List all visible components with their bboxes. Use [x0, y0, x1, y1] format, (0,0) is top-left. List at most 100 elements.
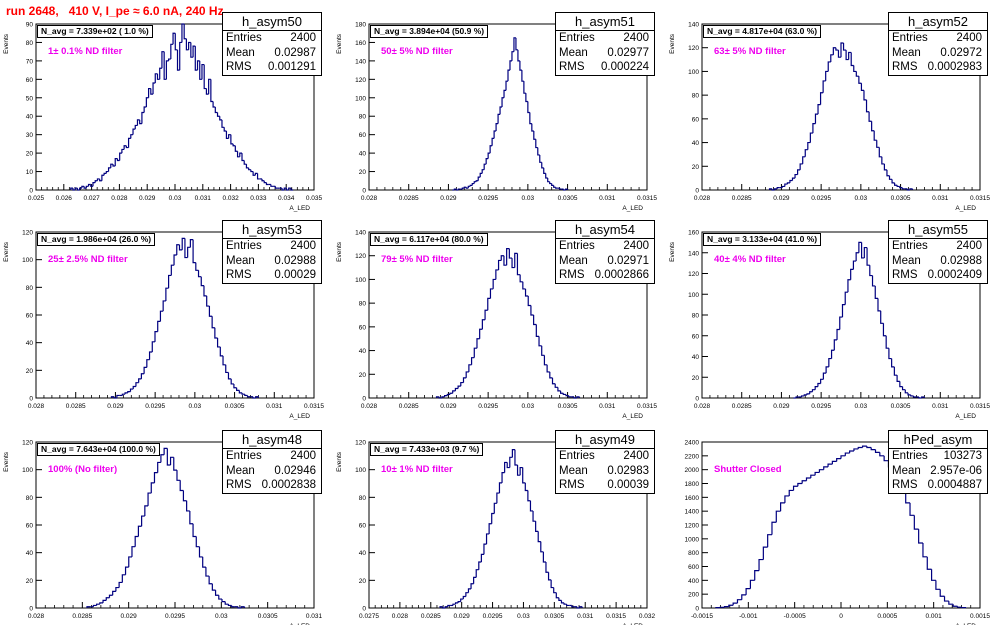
histogram-bin	[251, 170, 253, 172]
histogram-bin	[266, 183, 268, 185]
stat-label: Entries	[226, 31, 262, 46]
x-tick-label: 0.03	[855, 403, 868, 410]
histogram-bin	[911, 395, 914, 396]
histogram-bin	[141, 374, 144, 379]
y-tick-label: 10	[26, 169, 34, 176]
histogram-bin	[163, 301, 166, 311]
histogram-bin	[522, 70, 524, 81]
histogram-bin	[109, 595, 112, 598]
y-tick-label: 120	[22, 230, 33, 237]
histogram-bin	[528, 296, 531, 305]
histogram-bin	[819, 470, 823, 473]
histogram-bin	[848, 280, 851, 292]
histogram-bin	[474, 348, 477, 357]
x-tick-label: 0.03	[189, 403, 202, 410]
histogram-bin	[160, 311, 163, 321]
x-tick-label: 0.031	[577, 613, 594, 620]
histogram-bin	[175, 33, 177, 50]
histogram-bin	[894, 367, 897, 375]
histogram-bin	[136, 383, 139, 387]
navg-label: N_avg = 7.643e+04 (100.0 %)	[37, 443, 160, 456]
histogram-bin	[144, 367, 147, 373]
stat-value: 2.957e-06	[930, 464, 982, 479]
histogram-bin	[223, 356, 226, 365]
y-tick-label: 120	[688, 45, 699, 52]
histogram-bin	[821, 379, 824, 383]
histogram-bin	[802, 481, 806, 484]
histogram-bin	[867, 446, 871, 447]
y-tick-label: 100	[22, 257, 33, 264]
stat-label: RMS	[559, 478, 585, 493]
histogram-bin	[187, 501, 190, 511]
y-tick-label: 20	[359, 372, 367, 379]
y-tick-label: 160	[688, 230, 699, 237]
histogram-bin	[556, 187, 558, 188]
histogram-bin	[733, 603, 737, 605]
histogram-bin	[554, 588, 557, 593]
histogram-bin	[171, 44, 173, 59]
histogram-bin	[106, 172, 108, 174]
histogram-bin	[528, 491, 531, 501]
histogram-bin	[153, 83, 155, 94]
histogram-bin	[851, 52, 854, 65]
histogram-bin	[520, 61, 522, 70]
stat-value: 0.0002409	[928, 268, 982, 283]
histogram-bin	[776, 511, 780, 522]
x-tick-label: 0.025	[28, 195, 45, 202]
histogram-bin	[147, 360, 150, 368]
histogram-bin	[158, 462, 161, 472]
histogram-bin	[810, 133, 813, 142]
x-tick-label: 0.0305	[544, 613, 564, 620]
histogram-bin	[232, 605, 235, 606]
x-tick-label: 0.028	[361, 195, 378, 202]
x-tick-label: 0.0285	[732, 195, 752, 202]
histogram-bin	[559, 598, 562, 601]
histogram-bin	[150, 352, 153, 360]
histogram-bin	[755, 571, 759, 581]
histogram-bin	[125, 393, 128, 394]
histogram-bin	[206, 567, 209, 576]
x-tick-label: 0.028	[361, 403, 378, 410]
x-tick-label: 0.031	[932, 403, 949, 410]
histogram-bin	[106, 598, 109, 601]
histogram-bin	[853, 261, 856, 269]
histogram-bin	[874, 131, 877, 140]
histogram-bin	[867, 100, 870, 112]
y-tick-label: 0	[695, 188, 699, 195]
histogram-bin	[471, 584, 474, 589]
histogram-bin	[138, 526, 141, 536]
x-tick-label: 0.0305	[225, 403, 245, 410]
histogram-bin	[787, 183, 790, 184]
histogram-bin	[215, 107, 217, 113]
histogram-bin	[174, 255, 177, 265]
histogram-bin	[146, 98, 148, 107]
x-tick-label: 0.031	[306, 613, 323, 620]
histogram-bin	[145, 506, 148, 516]
y-tick-label: 60	[26, 313, 34, 320]
histogram-bin	[563, 393, 566, 394]
histogram-bin	[842, 305, 845, 317]
y-tick-label: 600	[688, 564, 699, 571]
x-tick-label: 0.0295	[478, 195, 498, 202]
histogram-bin	[777, 188, 780, 189]
x-tick-label: 0.03	[522, 403, 535, 410]
histogram-bin	[461, 599, 464, 602]
histogram-bin	[209, 576, 212, 584]
histogram-bin	[152, 342, 155, 352]
y-tick-label: 50	[26, 95, 34, 102]
filter-label: 40± 4% ND filter	[714, 254, 786, 265]
histogram-bin	[932, 569, 936, 580]
histogram-bin	[100, 603, 103, 604]
y-tick-label: 0	[29, 396, 33, 403]
y-tick-label: 40	[359, 348, 367, 355]
histogram-bin	[832, 461, 836, 464]
histogram-bin	[212, 584, 215, 590]
y-tick-label: 100	[22, 467, 33, 474]
